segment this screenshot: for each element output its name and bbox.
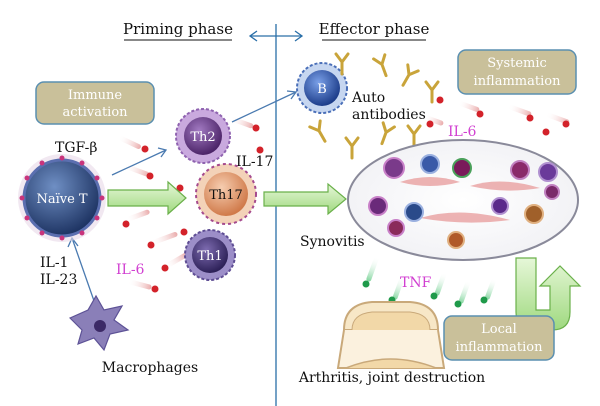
- immune-activation-box: Immune activation: [36, 82, 154, 124]
- il1-label: IL-1: [40, 255, 68, 271]
- systemic-inflammation-box: Systemic inflammation: [458, 50, 576, 94]
- b-cell: B: [297, 63, 347, 113]
- tnf-label: TNF: [400, 275, 432, 291]
- immune-activation-line2: activation: [62, 105, 128, 120]
- macrophage-cell: [70, 296, 128, 350]
- phase-divider: [250, 24, 302, 406]
- local-line2: inflammation: [456, 340, 544, 355]
- naive-t-cell: Naïve T: [18, 154, 106, 242]
- th2-cell: Th2: [176, 109, 230, 163]
- th1-cell: Th1: [185, 230, 235, 280]
- arthritis-label: Arthritis, joint destruction: [298, 370, 485, 386]
- effector-phase-label: Effector phase: [319, 20, 430, 38]
- local-line1: Local: [481, 322, 517, 337]
- tgf-beta-label: TGF-β: [55, 140, 97, 156]
- th1-label: Th1: [197, 249, 222, 264]
- th17-label: Th17: [209, 188, 243, 203]
- synovium-ellipse: [348, 140, 578, 260]
- auto-antibodies-line2: antibodies: [352, 107, 426, 123]
- th17-cell: Th17: [196, 164, 256, 224]
- th2-label: Th2: [190, 130, 215, 145]
- local-inflammation-box: Local inflammation: [444, 316, 554, 360]
- immune-activation-line1: Immune: [68, 88, 123, 103]
- cytokine-streaks-right: [424, 100, 570, 126]
- il6-left-label: IL-6: [116, 262, 145, 278]
- il23-label: IL-23: [40, 272, 77, 288]
- priming-phase-label: Priming phase: [123, 20, 233, 38]
- systemic-line1: Systemic: [487, 56, 547, 71]
- synovitis-label: Synovitis: [300, 234, 365, 250]
- il6-right-label: IL-6: [448, 124, 477, 140]
- joint-illustration: [338, 302, 444, 368]
- systemic-line2: inflammation: [474, 74, 562, 89]
- macrophages-label: Macrophages: [102, 360, 198, 376]
- naive-t-label: Naïve T: [36, 192, 87, 207]
- auto-antibodies-line1: Auto: [351, 90, 385, 106]
- b-cell-label: B: [317, 82, 327, 97]
- green-arrow-naive-to-th17: [108, 182, 186, 214]
